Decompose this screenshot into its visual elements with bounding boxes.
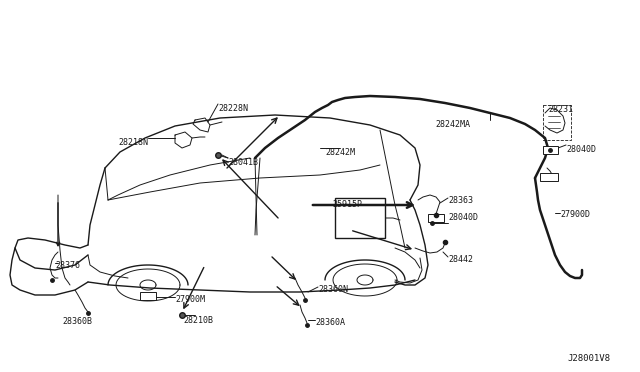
Text: 28040D: 28040D	[448, 213, 478, 222]
Text: 28360A: 28360A	[315, 318, 345, 327]
Text: 28228N: 28228N	[218, 104, 248, 113]
Text: 28360N: 28360N	[318, 285, 348, 294]
Bar	[543, 146, 558, 154]
Text: 28363: 28363	[448, 196, 473, 205]
Text: 28376: 28376	[55, 261, 80, 270]
Text: 28210B: 28210B	[183, 316, 213, 325]
Bar	[428, 214, 444, 222]
Text: 28360B: 28360B	[62, 317, 92, 326]
Text: 28040D: 28040D	[566, 145, 596, 154]
Text: 27900D: 27900D	[560, 210, 590, 219]
Text: 27900M: 27900M	[175, 295, 205, 304]
Text: 28242M: 28242M	[325, 148, 355, 157]
Text: 28242MA: 28242MA	[435, 120, 470, 129]
Bar	[540, 173, 558, 181]
Text: J28001V8: J28001V8	[567, 354, 610, 363]
Bar	[140, 292, 156, 300]
Bar	[543, 105, 571, 140]
Bar	[335, 198, 385, 238]
Text: 28442: 28442	[448, 255, 473, 264]
Text: 28218N: 28218N	[118, 138, 148, 147]
Text: 25915P: 25915P	[332, 200, 362, 209]
Text: 28231: 28231	[548, 105, 573, 114]
Text: 28041B: 28041B	[228, 158, 258, 167]
